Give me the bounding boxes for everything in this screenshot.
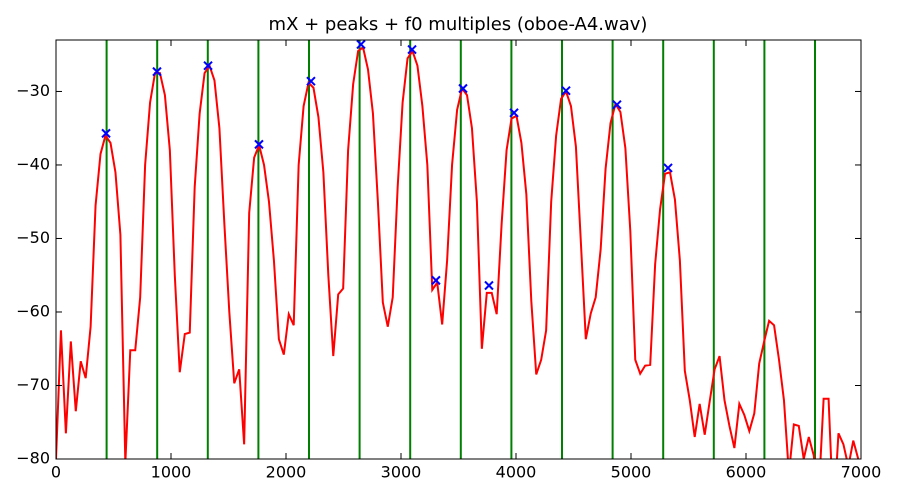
peak-marker [612,99,622,110]
peak-marker [458,83,468,94]
axes: 0 1000 2000 3000 4000 5000 6000 7000 −80 −70 −60 −5… [16,39,882,482]
y-tick-label: −80 [16,449,50,468]
plot-area [56,40,860,459]
y-tick-label: −30 [16,81,50,100]
x-tick-label: 6000 [726,463,767,482]
peak-marker [663,163,673,173]
peak-marker [152,66,162,77]
chart-title: mX + peaks + f0 multiples (oboe-A4.wav) [269,14,648,35]
x-tick-label: 5000 [611,463,652,482]
peak-marker [101,128,111,139]
y-tick-label: −40 [16,154,50,173]
peak-marker [203,61,213,71]
peak-marker [254,139,264,150]
y-tick-label: −50 [16,228,50,247]
peak-marker [431,275,441,286]
x-tick-label: 1000 [151,463,192,482]
x-tick-label: 0 [51,463,61,482]
plot-frame [55,39,862,460]
spectrum-line [56,45,860,459]
x-tick-label: 4000 [496,463,537,482]
x-tick-label: 3000 [381,463,422,482]
peak-marker [484,280,494,291]
x-tick-label: 2000 [266,463,307,482]
peak-marker [407,44,417,55]
peak-marker [356,40,366,50]
x-tick-label: 7000 [841,463,882,482]
peak-marker [561,86,571,96]
y-tick-label: −70 [16,375,50,394]
y-tick-label: −60 [16,301,50,320]
peak-marker [509,108,519,118]
peak-marker [306,76,316,86]
